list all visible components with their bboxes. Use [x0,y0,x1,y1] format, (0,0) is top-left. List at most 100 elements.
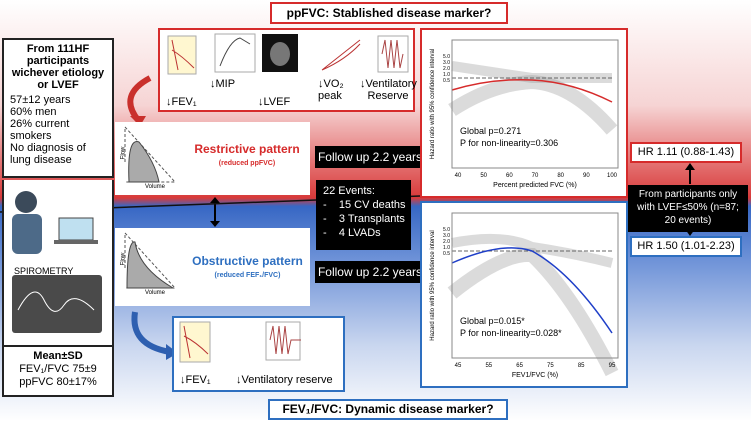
events-title: 22 Events: [323,185,375,197]
bottom-plot: 45 55 65 75 85 95 5.0 3.0 2.0 1.0 0.5 FEV1/FVC (%) H… [420,201,628,388]
finding: ↓MIP [210,78,236,90]
pattern-subtitle: (reduced ppFVC) [218,160,276,167]
x-tick-label: 100 [607,173,618,179]
statistic: Global p=0.271 [460,126,521,136]
x-tick-label: 45 [455,363,462,369]
x-tick-label: 70 [532,173,539,179]
pattern-title: Restrictive pattern [194,142,300,156]
axis-label: Flow [120,146,127,160]
top-title: ppFVC: Stablished disease marker? [270,2,508,24]
x-tick-label: 50 [480,173,487,179]
finding: ↓FEV₁ [180,374,211,386]
plot-frame [451,212,619,359]
arrow-head [210,221,220,227]
statistic: P for non-linearity=0.028* [460,328,562,338]
arrow [127,75,152,122]
statistic: Global p=0.015* [460,316,525,326]
y-tick-label: 0.5 [443,78,450,84]
follow-up: Follow up 2.2 years [317,265,423,279]
hazard-curve [451,78,613,103]
arrow [131,311,171,355]
findings-images [179,321,301,363]
summary-title: Mean±SD [33,350,83,362]
confidence-upper [451,233,614,268]
arrow [315,254,440,290]
axis-label: Volume [145,184,166,190]
flow-volume-loop [124,125,177,183]
cohort-title: From 111HF participants wichever etiolog… [11,43,105,91]
cohort-box: From 111HF participants wichever etiolog… [2,38,114,178]
arrow-head [210,197,220,203]
x-tick-label: 65 [516,363,523,369]
x-tick-label: 80 [557,173,564,179]
y-tick-label: 3.0 [443,233,450,239]
y-tick-label: 2.0 [443,66,450,72]
hr-box: HR 1.11 (0.88-1.43) [630,142,742,163]
x-tick-label: 75 [547,363,554,369]
event: - 4 LVADs [323,227,381,239]
hr-box: HR 1.50 (1.01-2.23) [630,236,742,257]
cohort-item: 60% men [10,106,57,118]
events-box: 22 Events: - 15 CV deaths - 3 Transplant… [316,180,411,250]
event: - 3 Transplants [323,213,405,225]
restrictive-box: Flow Volume Restrictive pattern (reduced… [115,122,310,195]
subgroup-box: From participants only with LVEF≤50% (n=… [628,185,748,232]
follow-up: Follow up 2.2 years [317,150,423,164]
y-tick-label: 0.5 [443,251,450,257]
cohort-item: No diagnosis of lung disease [10,142,86,166]
hazard-plot: 40 50 60 70 80 90 100 5.03.02.01.00.5 Percent pr… [430,39,619,189]
summary-item: FEV₁/FVC 75±9 [19,363,97,375]
x-axis-label: Percent predicted FVC (%) [493,182,577,189]
axis-label: Volume [145,290,166,296]
finding: ↓VO₂ peak [318,78,344,102]
cohort-item: 57±12 years [10,94,71,106]
y-tick-label: 1.0 [443,72,450,78]
pattern-subtitle: (reduced FEF₁/FVC) [214,272,281,279]
y-tick-label: 5.0 [443,227,450,233]
y-tick-label: 5.0 [443,54,450,60]
plot-area [448,61,618,135]
y-tick-label: 2.0 [443,239,450,245]
finding: ↓Ventilatory reserve [236,374,333,386]
x-tick-label: 85 [578,363,585,369]
confidence-lower [448,74,618,135]
x-tick-label: 55 [485,363,492,369]
findings-images [167,33,409,75]
arrow-head [685,163,695,170]
summary-box: Mean±SD FEV₁/FVC 75±9 ppFVC 80±17% [2,345,114,397]
hazard-plot: 45 55 65 75 85 95 5.03.02.01.00.5 FEV1/FVC (%) H… [430,212,619,379]
top-findings-box: ↓FEV₁ ↓MIP ↓LVEF ↓VO₂ peak ↓Ventilatory … [158,28,417,112]
y-tick-label: 1.0 [443,245,450,251]
plot-area [447,233,619,377]
event: - 15 CV deaths [323,199,406,211]
axis-label: Flow [120,252,127,266]
hazard-curve [451,247,613,334]
top-plot: 40 50 60 70 80 90 100 5.0 3.0 2.0 1.0 0.5 Percent pr… [420,28,628,198]
y-axis-label: Hazard ratio with 95% confidence interva… [430,49,436,159]
finding: ↓FEV₁ [166,96,197,108]
flow-volume-loop [124,231,177,289]
arrow-head [130,116,146,126]
bottom-findings-box: ↓FEV₁ ↓Ventilatory reserve [172,316,345,392]
x-tick-label: 90 [583,173,590,179]
spirometry-illustration [12,191,102,333]
x-tick-label: 40 [455,173,462,179]
spirometry-panel: SPIROMETRY [2,180,114,345]
statistic: P for non-linearity=0.306 [460,138,558,148]
y-tick-label: 3.0 [443,60,450,66]
spirometry-label: SPIROMETRY [14,266,74,276]
x-axis-label: FEV1/FVC (%) [512,372,558,379]
plot-frame [451,39,619,169]
finding: ↓LVEF [258,96,291,108]
x-tick-label: 60 [506,173,513,179]
pattern-title: Obstructive pattern [192,254,303,268]
confidence-lower [447,247,619,377]
y-axis-label: Hazard ratio with 95% confidence interva… [430,230,436,340]
arrow [315,139,440,175]
finding: ↓Ventilatory Reserve [360,78,417,102]
summary-item: ppFVC 80±17% [19,376,97,388]
obstructive-box: Flow Volume Obstructive pattern (reduced… [115,228,310,306]
cohort-item: 26% current smokers [10,118,70,142]
x-tick-label: 95 [609,363,616,369]
